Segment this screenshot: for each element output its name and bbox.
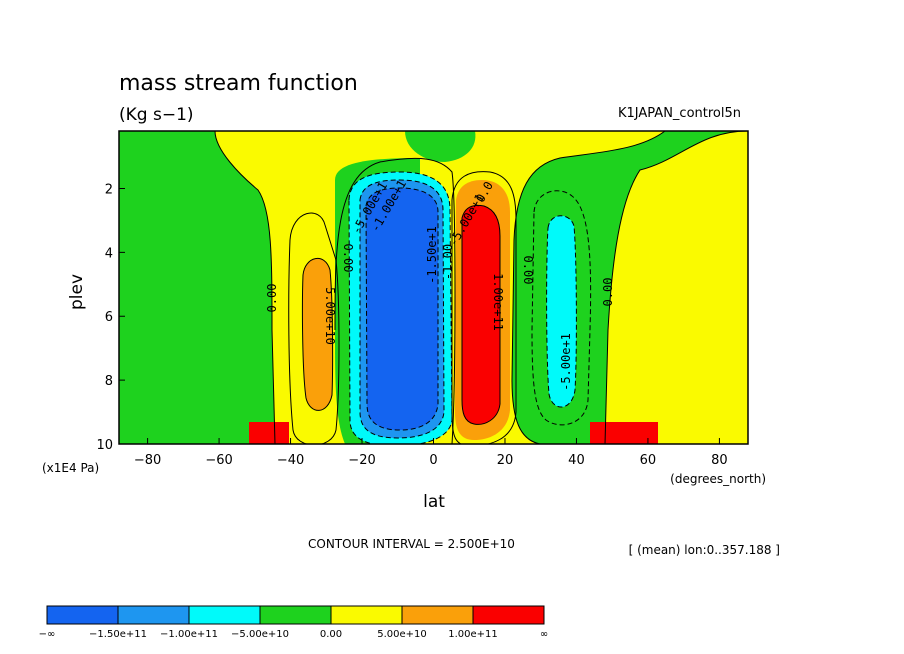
y-tick-label: 8 (105, 374, 113, 389)
run-label: K1JAPAN_control5n (618, 106, 741, 121)
x-tick-label: 60 (640, 453, 657, 468)
contour-neg-south-2 (359, 179, 445, 439)
contour-lines (214, 131, 748, 444)
colorbar-swatch (188, 605, 261, 625)
contour-zero-center (334, 157, 456, 444)
contour-label: -1.00 (441, 244, 455, 280)
x-tick-label: 40 (568, 453, 585, 468)
colorbar-swatch (259, 605, 332, 625)
colorbar: −∞ −1.50e+11 −1.00e+11 −5.00e+10 0.00 5.00e+1… (39, 605, 548, 640)
contour-neg-south-3 (365, 187, 439, 431)
colorbar-label: ∞ (540, 629, 548, 640)
orange-cell-left (302, 258, 333, 411)
colorbar-label: −5.00e+10 (231, 629, 289, 640)
contour-positive-north-inner (461, 204, 501, 425)
x-tick-label: −60 (205, 453, 232, 468)
y-tick-label: 2 (105, 182, 113, 197)
contour-neg-north-inner (546, 215, 577, 408)
contour-label: -5.00e+1 (559, 333, 573, 391)
x-tick-label: 0 (429, 453, 437, 468)
green-region-top-center (405, 131, 476, 162)
colorbar-label: −∞ (39, 629, 56, 640)
plot-area: 0.00 5.00e+10 0.00 -5.00e+1 -1.00e+1 -1.… (96, 130, 749, 468)
contour-label: 0.00 (265, 284, 279, 313)
x-tick-label: 20 (497, 453, 514, 468)
x-axis: −80 −60 −40 −20 0 20 40 60 80 (134, 438, 728, 468)
colorbar-swatch (401, 605, 474, 625)
x-tick-label: −80 (134, 453, 161, 468)
contour-label: 0.00 (521, 256, 535, 285)
contour-zero-far-right (604, 131, 748, 444)
colorbar-swatch (117, 605, 190, 625)
contour-positive-left-outer (288, 212, 340, 444)
colorbar-swatch (472, 605, 545, 625)
negative-contour-lines (348, 171, 592, 444)
y-tick-label: 10 (96, 438, 113, 453)
y-tick-label: 6 (105, 310, 113, 325)
colorbar-label: 0.00 (320, 629, 342, 640)
topography-right (590, 422, 658, 444)
x-axis-units: (degrees_north) (670, 472, 766, 486)
y-axis-label: plev (67, 274, 87, 310)
colorbar-swatch (46, 605, 119, 625)
contour-label: 1.00e+11 (491, 273, 505, 331)
contour-zero-left (214, 131, 276, 444)
chart-units: (Kg s−1) (119, 105, 194, 125)
y-axis-units: (x1E4 Pa) (42, 461, 99, 475)
x-axis-label: lat (423, 492, 445, 512)
x-tick-label: −20 (348, 453, 375, 468)
mean-text: [ (mean) lon:0..357.188 ] (629, 543, 780, 557)
blue-cell-south (366, 188, 438, 430)
colorbar-label: 1.00e+11 (448, 629, 498, 640)
contour-label: 0.00 (601, 278, 615, 307)
colorbar-label: 5.00e+10 (377, 629, 427, 640)
contour-positive-north-outer (451, 171, 517, 444)
contour-positive-left-inner (301, 258, 334, 411)
chart-title: mass stream function (119, 71, 358, 96)
colorbar-label: −1.00e+11 (160, 629, 218, 640)
y-axis: 2 4 6 8 10 (96, 182, 125, 453)
contour-label: 5.00e+10 (323, 287, 337, 345)
green-region-left (119, 131, 275, 444)
topography-left (249, 422, 289, 444)
x-tick-label: 80 (711, 453, 728, 468)
y-tick-label: 4 (105, 246, 113, 261)
contour-zero-right (511, 131, 666, 444)
colorbar-swatch (330, 605, 403, 625)
contour-label: -1.50e+1 (425, 226, 439, 284)
red-cell-north (462, 205, 500, 425)
cyan-cell-north (546, 215, 577, 408)
contour-neg-north-outer (531, 190, 592, 426)
colorbar-label: −1.50e+11 (89, 629, 147, 640)
contour-neg-south-1 (348, 171, 453, 444)
x-tick-label: −40 (277, 453, 304, 468)
contour-label: 0.00 (341, 244, 355, 273)
contour-interval-text: CONTOUR INTERVAL = 2.500E+10 (308, 537, 515, 551)
